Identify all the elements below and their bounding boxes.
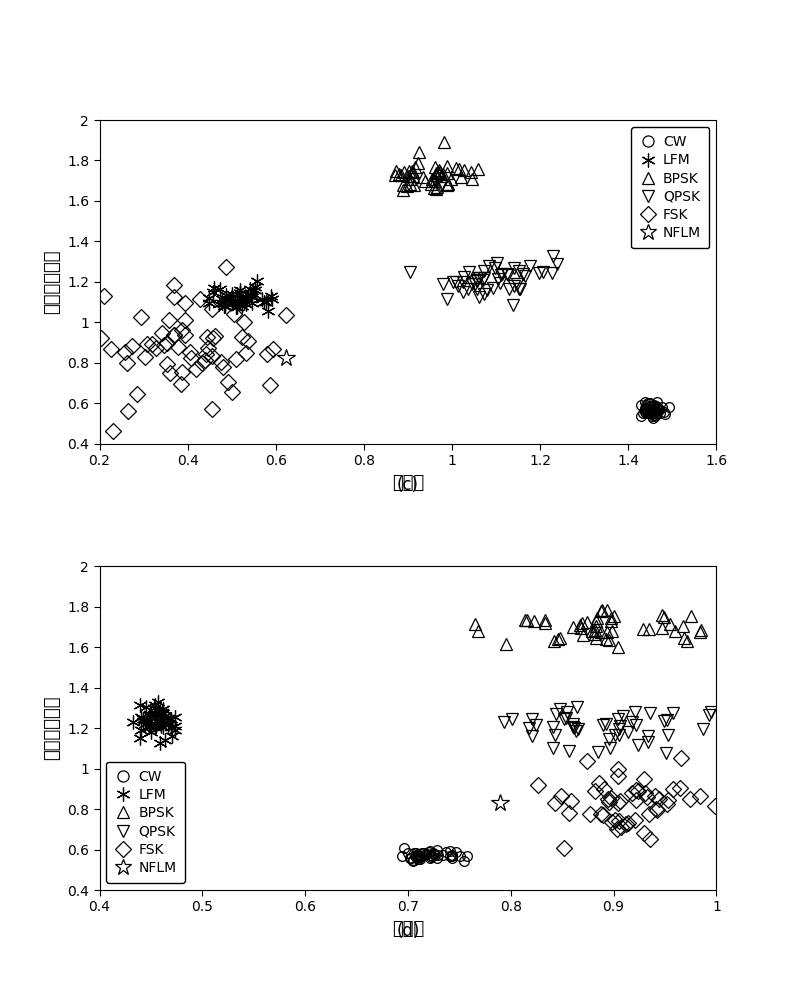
Legend: CW, LFM, BPSK, QPSK, FSK, NFLM: CW, LFM, BPSK, QPSK, FSK, NFLM: [631, 127, 709, 248]
Text: (c): (c): [397, 476, 419, 494]
Legend: CW, LFM, BPSK, QPSK, FSK, NFLM: CW, LFM, BPSK, QPSK, FSK, NFLM: [107, 762, 185, 883]
Y-axis label: 归一化能量熵: 归一化能量熵: [44, 696, 61, 760]
X-axis label: 样本熵: 样本熵: [392, 474, 424, 492]
Y-axis label: 归一化能量熵: 归一化能量熵: [44, 250, 61, 314]
X-axis label: 模糊熵: 模糊熵: [392, 920, 424, 938]
Text: (d): (d): [396, 922, 419, 940]
